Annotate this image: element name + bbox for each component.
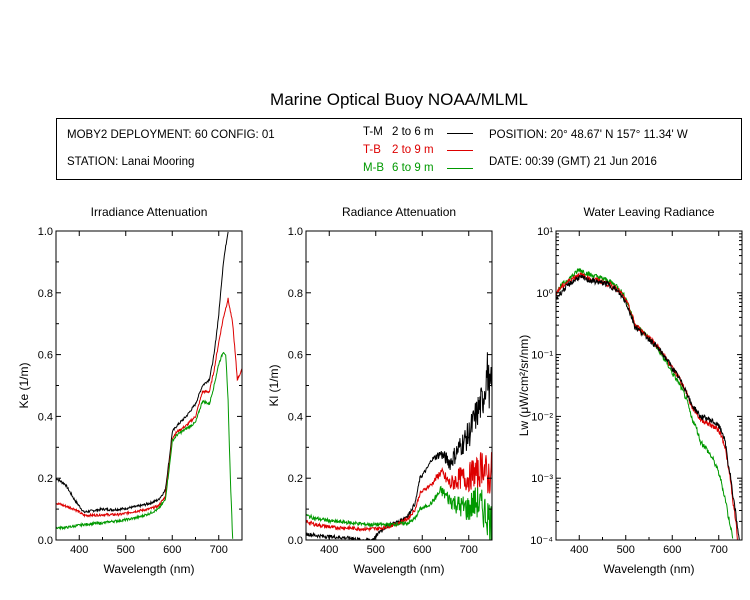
x-tick-label: 500 [117, 544, 135, 556]
legend-line-tb [447, 150, 473, 151]
x-axis-label: Wavelength (nm) [604, 562, 695, 576]
x-tick-label: 500 [367, 544, 385, 556]
y-tick-label: 0.6 [288, 350, 303, 362]
chart-panel-3: 400 500 600 700 10⁻⁴ 10⁻³ 10⁻² 10⁻¹ 10⁰ 10¹ Water … [517, 205, 743, 576]
y-tick-label: 0.0 [288, 535, 303, 547]
y-tick-label: 0.6 [38, 350, 53, 362]
x-tick-label: 600 [413, 544, 431, 556]
legend-line-tm [447, 133, 473, 134]
panel-title: Irradiance Attenuation [91, 205, 208, 219]
x-tick-label: 600 [663, 544, 681, 556]
position-text: POSITION: 20° 48.67' N 157° 11.34' W [489, 129, 688, 141]
series-line-mb [56, 351, 234, 539]
y-tick-label: 0.2 [288, 473, 303, 485]
legend-code-tm: T-M [363, 126, 383, 138]
y-tick-label: 0.2 [38, 473, 53, 485]
y-tick-label: 0.4 [288, 411, 303, 423]
y-axis-label: Ke (1/m) [17, 362, 31, 408]
info-box: MOBY2 DEPLOYMENT: 60 CONFIG: 01 STATION:… [56, 118, 742, 180]
panel-title: Water Leaving Radiance [584, 205, 715, 219]
date-text: DATE: 00:39 (GMT) 21 Jun 2016 [489, 156, 657, 168]
series-line-tm [56, 231, 229, 514]
plot-frame [305, 230, 493, 541]
x-tick-label: 700 [210, 544, 228, 556]
series-line-tm [556, 274, 740, 540]
x-tick-label: 700 [460, 544, 478, 556]
legend-code-mb: M-B [363, 162, 385, 174]
x-tick-label: 600 [163, 544, 181, 556]
x-axis-label: Wavelength (nm) [104, 562, 195, 576]
x-tick-label: 400 [570, 544, 588, 556]
y-tick-label: 10⁻¹ [531, 350, 553, 362]
y-tick-label: 10⁻² [531, 411, 553, 423]
y-tick-label: 10¹ [537, 226, 553, 238]
legend-line-mb [447, 168, 473, 169]
y-tick-label: 0.4 [38, 411, 53, 423]
legend-range-tb: 2 to 9 m [392, 144, 434, 156]
series-line-mb [306, 485, 492, 540]
legend-code-tb: T-B [363, 144, 381, 156]
series-line-tb [56, 297, 242, 518]
y-tick-label: 0.8 [38, 288, 53, 300]
y-axis-label: Lw (μW/cm²/sr/nm) [517, 335, 531, 437]
station-text: STATION: Lanai Mooring [67, 156, 195, 168]
x-tick-label: 400 [70, 544, 88, 556]
legend-range-mb: 6 to 9 m [392, 162, 434, 174]
x-tick-label: 500 [617, 544, 635, 556]
series-line-tb [556, 272, 738, 540]
y-tick-label: 10⁻⁴ [530, 535, 553, 547]
series-line-tm [306, 352, 492, 540]
deployment-text: MOBY2 DEPLOYMENT: 60 CONFIG: 01 [67, 129, 275, 141]
chart-main-title: Marine Optical Buoy NOAA/MLML [270, 90, 528, 109]
series-line-mb [556, 267, 734, 539]
y-tick-label: 10⁰ [536, 288, 553, 300]
series-line-tb [306, 452, 492, 533]
y-tick-label: 0.0 [38, 535, 53, 547]
chart-panel-1: 400 500 600 700 0.0 0.2 0.4 0.6 0.8 1.0 Irradiance… [17, 205, 243, 576]
x-tick-label: 400 [320, 544, 338, 556]
y-axis-label: Kl (1/m) [267, 364, 281, 406]
y-tick-label: 0.8 [288, 288, 303, 300]
y-tick-label: 10⁻³ [531, 473, 553, 485]
y-tick-label: 1.0 [288, 226, 303, 238]
legend-range-tm: 2 to 6 m [392, 126, 434, 138]
y-tick-label: 1.0 [38, 226, 53, 238]
panel-title: Radiance Attenuation [342, 205, 456, 219]
x-tick-label: 700 [710, 544, 728, 556]
chart-panel-2: 400 500 600 700 0.0 0.2 0.4 0.6 0.8 1.0 Radiance A… [267, 205, 493, 576]
x-axis-label: Wavelength (nm) [354, 562, 445, 576]
